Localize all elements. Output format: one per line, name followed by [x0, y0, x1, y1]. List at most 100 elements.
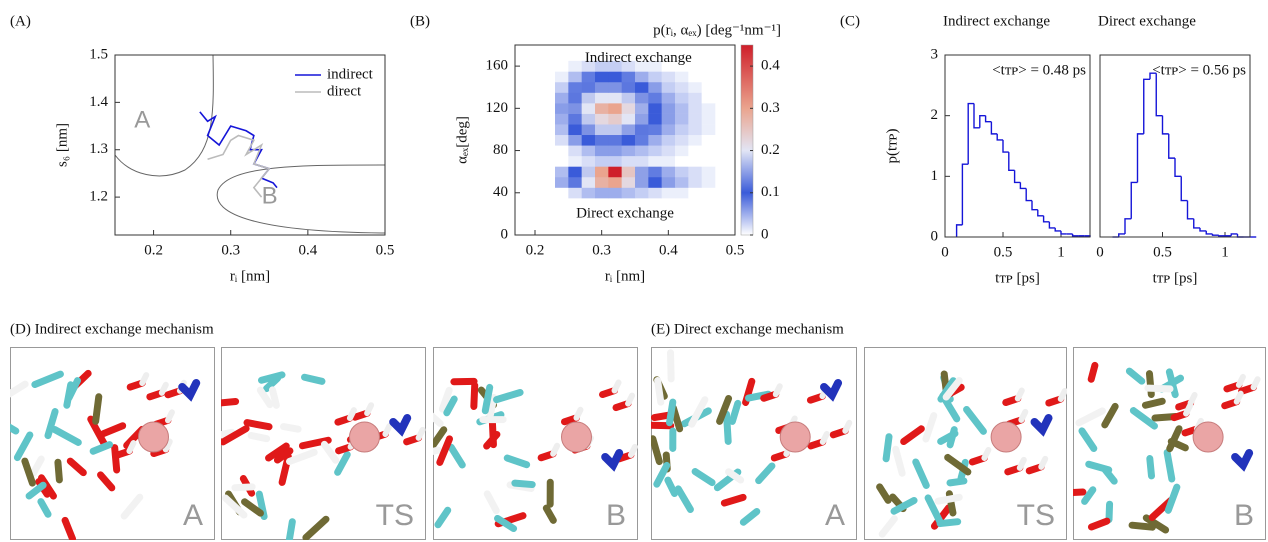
heatmap-cell — [675, 177, 689, 188]
heatmap-cell — [582, 166, 596, 177]
histogram-bar — [980, 116, 986, 128]
bond — [305, 377, 322, 381]
ion — [991, 422, 1021, 452]
heatmap-cell — [688, 188, 702, 199]
state-label: B — [606, 499, 626, 532]
heatmap-cell — [595, 82, 609, 93]
heatmap-cell — [622, 114, 636, 125]
heatmap-cell — [555, 114, 569, 125]
x-tick-label: 0.5 — [376, 242, 395, 258]
snapshot: TS — [205, 348, 426, 541]
heatmap-cell — [582, 114, 596, 125]
colorbar-tick-label: 0.1 — [761, 184, 780, 200]
heatmap-cell — [688, 166, 702, 177]
y-tick-label: 2 — [931, 107, 939, 123]
heatmap-cell — [648, 124, 662, 135]
heatmap-cell — [555, 61, 569, 72]
heatmap-cell — [702, 145, 716, 156]
heatmap-cell — [635, 166, 649, 177]
bond — [218, 401, 235, 403]
histogram-bar — [1163, 116, 1169, 134]
bond — [1132, 525, 1152, 527]
bond — [646, 425, 671, 426]
state-label: TS — [1017, 499, 1055, 532]
colorbar-tick-label: 0 — [761, 226, 769, 242]
heatmap-cell — [675, 114, 689, 125]
histogram-bar — [1231, 234, 1237, 236]
y-tick-label: 1.4 — [89, 94, 108, 110]
heatmap-cell — [675, 82, 689, 93]
heatmap-cell — [582, 145, 596, 156]
heatmap-cell — [662, 103, 676, 114]
heatmap-cell — [702, 114, 716, 125]
heatmap-cell — [595, 71, 609, 82]
colorbar-tick-label: 0.3 — [761, 100, 780, 116]
series-line — [208, 136, 270, 198]
bond — [658, 380, 661, 402]
histogram-bar — [997, 134, 1003, 140]
x-axis-label: rᵢ [nm] — [605, 268, 645, 284]
heatmap-cell — [662, 156, 676, 167]
heatmap-cell — [702, 103, 716, 114]
heatmap-cell — [648, 135, 662, 146]
heatmap-cell — [688, 124, 702, 135]
histogram-bar — [1200, 228, 1206, 231]
snapshot: B — [1066, 348, 1266, 540]
water — [628, 396, 632, 404]
heatmap-cell — [662, 177, 676, 188]
state-label: B — [1234, 499, 1254, 532]
heatmap-cell — [622, 145, 636, 156]
bond — [67, 385, 71, 405]
x-tick-label: 0.5 — [1153, 244, 1172, 260]
histogram-bar — [1175, 158, 1181, 176]
heatmap-cell — [595, 93, 609, 104]
heatmap-cell — [688, 114, 702, 125]
heatmap-cell — [648, 71, 662, 82]
heatmap-cell — [555, 166, 569, 177]
heatmap-cell — [608, 156, 622, 167]
x-tick-label: 0.5 — [726, 242, 745, 258]
heatmap-cell — [608, 177, 622, 188]
heatmap-cell — [622, 166, 636, 177]
heatmap-cell — [635, 82, 649, 93]
heatmap-cell — [608, 114, 622, 125]
histogram-bar — [1061, 231, 1067, 234]
plot-frame — [945, 55, 1090, 237]
histogram-bar — [1049, 222, 1055, 228]
histogram-bar — [1009, 152, 1015, 170]
water — [845, 423, 849, 431]
x-tick-label: 0.3 — [592, 242, 611, 258]
heatmap-cell — [675, 135, 689, 146]
heatmap-cell — [568, 135, 582, 146]
annotation: <tᴛᴘ> = 0.56 ps — [1152, 62, 1246, 78]
histogram-bar — [968, 104, 974, 165]
heatmap-cell — [675, 124, 689, 135]
heatmap-cell — [702, 156, 716, 167]
heatmap-cell — [595, 156, 609, 167]
heatmap-cell — [608, 93, 622, 104]
heatmap-cell — [555, 71, 569, 82]
heatmap-cell — [648, 82, 662, 93]
heatmap-cell — [688, 93, 702, 104]
heatmap-cell — [635, 156, 649, 167]
x-tick-label: 1 — [1221, 244, 1229, 260]
y-tick-label: 160 — [486, 58, 509, 74]
panel-title: (D) Indirect exchange mechanism — [10, 321, 214, 337]
ion — [562, 422, 592, 452]
heatmap-cell — [622, 188, 636, 199]
chart-title: Direct exchange — [1098, 13, 1196, 29]
colorbar — [741, 45, 753, 235]
legend-label: indirect — [327, 66, 374, 82]
bond — [938, 497, 959, 501]
heatmap-cell — [702, 166, 716, 177]
heatmap-cell — [595, 166, 609, 177]
heatmap-cell — [608, 71, 622, 82]
heatmap-cell — [702, 124, 716, 135]
heatmap-cell — [608, 145, 622, 156]
heatmap-cell — [555, 156, 569, 167]
heatmap-cell — [582, 82, 596, 93]
heatmap-cell — [635, 135, 649, 146]
heatmap-cell — [568, 93, 582, 104]
histogram-bar — [1188, 201, 1194, 219]
heatmap-cell — [662, 166, 676, 177]
